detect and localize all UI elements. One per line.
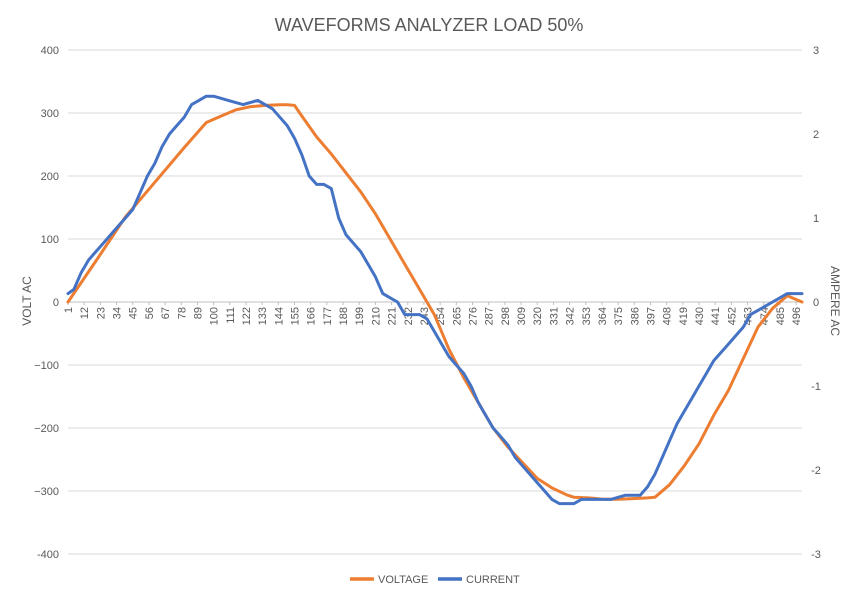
- y2-tick-label: 0: [813, 297, 819, 309]
- y-tick-label: 300: [41, 108, 59, 120]
- x-tick-label: 419: [678, 307, 690, 325]
- x-tick-label: 452: [726, 307, 738, 325]
- x-tick-label: 298: [500, 307, 512, 325]
- y2-tick-label: -2: [811, 465, 821, 477]
- y-tick-label: −200: [34, 423, 59, 435]
- legend-label-current: CURRENT: [466, 574, 520, 586]
- x-tick-label: 155: [290, 307, 302, 325]
- y-axis-label: VOLT AC: [20, 276, 34, 326]
- y2-tick-label: -1: [811, 381, 821, 393]
- x-tick-label: 210: [370, 307, 382, 325]
- x-tick-label: 375: [613, 307, 625, 325]
- x-tick-label: 177: [322, 307, 334, 325]
- y2-tick-label: 1: [813, 213, 819, 225]
- y2-tick-label: 2: [813, 129, 819, 141]
- x-tick-label: 265: [451, 307, 463, 325]
- x-tick-label: 144: [273, 307, 285, 325]
- y-axis-tick-labels: 400 300 200 100 0 −100 −200 −300 -400: [34, 45, 59, 561]
- x-tick-label: 23: [95, 307, 107, 319]
- x-tick-label: 364: [597, 307, 609, 325]
- y-tick-label: -400: [37, 549, 59, 561]
- series-line-current: [66, 94, 804, 506]
- x-tick-label: 199: [354, 307, 366, 325]
- x-tick-label: 485: [775, 307, 787, 325]
- y-tick-label: 100: [41, 234, 59, 246]
- y-tick-label: 400: [41, 45, 59, 57]
- x-tick-label: 430: [694, 307, 706, 325]
- x-tick-label: 342: [565, 307, 577, 325]
- x-tick-label: 111: [225, 307, 237, 324]
- x-tick-label: 386: [629, 307, 641, 325]
- x-tick-label: 122: [241, 307, 253, 325]
- y2-axis-label: AMPERE AC: [828, 266, 842, 336]
- legend: VOLTAGE CURRENT: [350, 574, 520, 586]
- x-axis-tick-labels: 1 12 23 34 45 56 67 78 89 100 111 122 133 144 155 166 17…: [63, 302, 803, 325]
- x-tick-label: 287: [484, 307, 496, 325]
- y-tick-label: −100: [34, 360, 59, 372]
- x-tick-label: 34: [112, 307, 124, 319]
- x-tick-label: 320: [532, 307, 544, 325]
- y2-tick-label: -3: [811, 549, 821, 561]
- x-tick-label: 78: [176, 307, 188, 319]
- x-tick-label: 309: [516, 307, 528, 325]
- y-tick-label: 0: [53, 297, 59, 309]
- x-tick-label: 89: [192, 307, 204, 319]
- y-tick-label: 200: [41, 171, 59, 183]
- x-tick-label: 45: [128, 307, 140, 319]
- x-tick-label: 331: [548, 307, 560, 325]
- series-lines: [66, 94, 804, 506]
- x-tick-label: 232: [403, 307, 415, 325]
- chart-title: WAVEFORMS ANALYZER LOAD 50%: [275, 15, 584, 35]
- x-tick-label: 100: [209, 307, 221, 325]
- gridlines: [68, 49, 802, 555]
- x-tick-label: 67: [160, 307, 172, 319]
- x-tick-label: 353: [581, 307, 593, 325]
- x-tick-label: 166: [306, 307, 318, 325]
- y-tick-label: −300: [34, 486, 59, 498]
- x-tick-label: 441: [710, 307, 722, 325]
- x-tick-label: 408: [662, 307, 674, 325]
- y2-axis-tick-labels: 3 2 1 0 -1 -2 -3: [811, 45, 821, 561]
- y2-tick-label: 3: [813, 45, 819, 57]
- x-tick-label: 56: [144, 307, 156, 319]
- x-tick-label: 276: [468, 307, 480, 325]
- x-tick-label: 496: [791, 307, 803, 325]
- x-tick-label: 133: [257, 307, 269, 325]
- x-tick-label: 221: [387, 307, 399, 325]
- x-tick-label: 397: [645, 307, 657, 325]
- x-tick-label: 1: [63, 307, 75, 313]
- x-tick-label: 188: [338, 307, 350, 325]
- series-line-voltage: [66, 103, 804, 501]
- legend-label-voltage: VOLTAGE: [378, 574, 428, 586]
- x-tick-label: 12: [79, 307, 91, 319]
